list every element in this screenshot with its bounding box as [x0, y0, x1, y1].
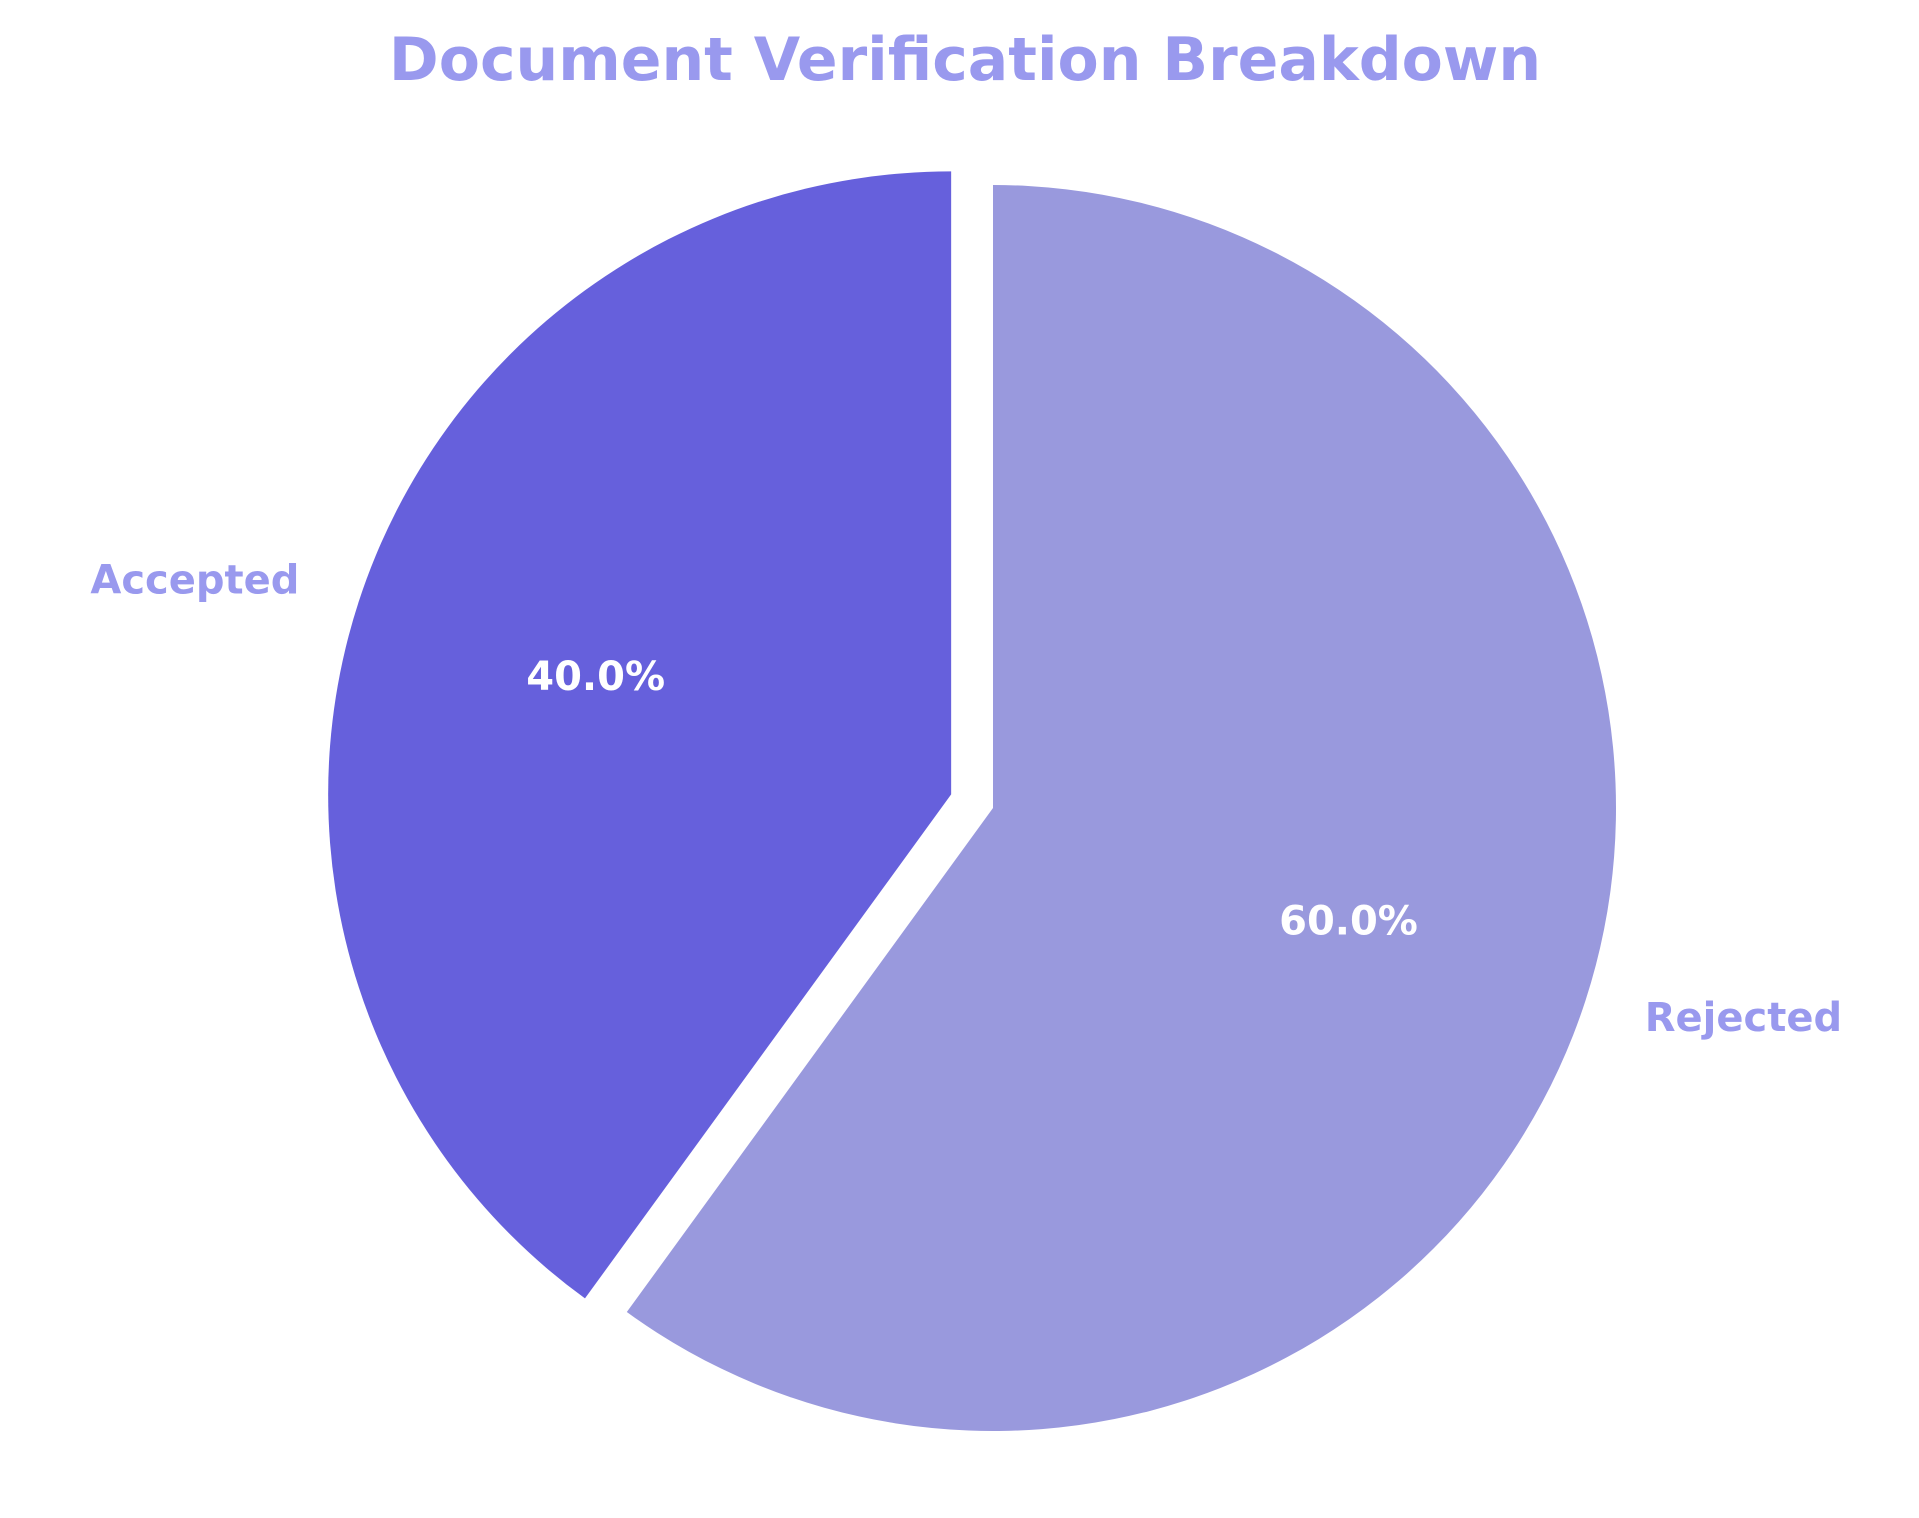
pie-slice-accepted	[328, 171, 952, 1299]
pie-labels: 40.0% Accepted 60.0% Rejected	[90, 558, 1842, 1041]
pie-slices	[328, 171, 1616, 1431]
pie-slice-rejected	[626, 185, 1616, 1431]
pie-category-label-accepted: Accepted	[90, 558, 299, 604]
pie-pct-label-rejected: 60.0%	[1279, 899, 1418, 945]
pie-pct-label-accepted: 40.0%	[526, 654, 665, 700]
pie-category-label-rejected: Rejected	[1645, 995, 1842, 1041]
chart-title: Document Verification Breakdown	[389, 25, 1541, 95]
